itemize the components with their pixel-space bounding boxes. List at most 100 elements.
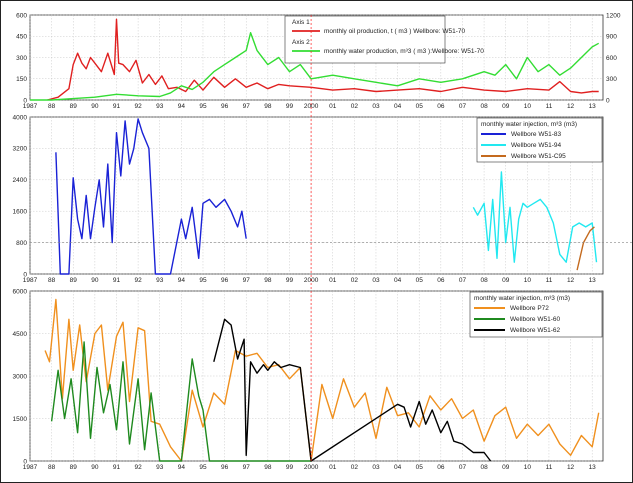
x-tick-label: 09 — [502, 103, 510, 110]
crosshair-cursor[interactable] — [30, 15, 633, 461]
x-tick-label: 1987 — [23, 277, 38, 284]
x-tick-label: 92 — [134, 103, 142, 110]
x-tick-label: 07 — [459, 277, 467, 284]
y-tick-label: 2400 — [13, 177, 28, 184]
legend-w51-83-text: Wellbore W51-83 — [511, 131, 561, 138]
x-tick-label: 91 — [113, 464, 121, 471]
y-tick-label: 800 — [16, 240, 27, 247]
legend-w51-62-text: Wellbore W51-62 — [510, 327, 560, 334]
series-line-w51_83 — [55, 118, 247, 275]
series-line-w51_94 — [472, 171, 598, 263]
y-tick-label: 4000 — [13, 114, 28, 121]
y-tick-label: 1500 — [13, 416, 28, 423]
y-tick-label: 1600 — [13, 209, 28, 216]
x-tick-label: 98 — [264, 277, 272, 284]
x-tick-label: 07 — [459, 103, 467, 110]
series-line-water_prod — [30, 32, 600, 101]
x-tick-label: 01 — [329, 464, 337, 471]
x-tick-label: 90 — [91, 464, 99, 471]
x-tick-label: 90 — [91, 103, 99, 110]
y-tick-label: 300 — [16, 55, 27, 62]
x-tick-label: 88 — [48, 277, 56, 284]
x-tick-label: 95 — [199, 103, 207, 110]
y-axis-left-top: 0 150 300 450 600 — [16, 12, 27, 104]
x-tick-label: 12 — [567, 277, 575, 284]
x-tick-label: 08 — [480, 277, 488, 284]
x-tick-label: 11 — [546, 277, 553, 284]
x-tick-label: 89 — [70, 277, 78, 284]
y-tick-label: 4500 — [13, 331, 28, 338]
x-tick-label: 02 — [351, 103, 359, 110]
x-tick-label: 08 — [480, 103, 488, 110]
x-tick-label: 13 — [589, 464, 597, 471]
x-tick-label: 02 — [351, 464, 359, 471]
y-tick-label: 0 — [23, 97, 27, 104]
x-tick-label: 1987 — [23, 103, 38, 110]
x-tick-label: 98 — [264, 464, 272, 471]
x-tick-label: 03 — [372, 277, 380, 284]
x-tick-label: 99 — [286, 103, 294, 110]
x-tick-label: 94 — [178, 464, 186, 471]
y-right-tick-label: 900 — [606, 34, 617, 41]
y-axis-bottom: 0 1500 3000 4500 6000 — [13, 288, 28, 465]
x-tick-label: 10 — [524, 277, 532, 284]
y-tick-label: 150 — [16, 76, 27, 83]
x-tick-label: 1987 — [23, 464, 38, 471]
x-tick-label: 93 — [156, 103, 164, 110]
y-axis-middle: 0 800 1600 2400 3200 4000 — [13, 114, 28, 278]
x-tick-label: 94 — [178, 103, 186, 110]
y-tick-label: 0 — [23, 458, 27, 465]
x-tick-label: 06 — [437, 103, 445, 110]
series-line-w51_60 — [50, 341, 312, 462]
x-tick-label: 89 — [70, 464, 78, 471]
x-tick-label: 99 — [286, 464, 294, 471]
x-tick-label: 06 — [437, 464, 445, 471]
y-right-tick-label: 300 — [606, 76, 617, 83]
x-tick-label: 10 — [524, 464, 532, 471]
series-lines-bottom — [44, 298, 600, 462]
y-tick-label: 450 — [16, 34, 27, 41]
x-tick-label: 05 — [416, 464, 424, 471]
x-tick-label: 94 — [178, 277, 186, 284]
legend-axis2-label: Axis 2 — [292, 39, 310, 46]
x-tick-label: 99 — [286, 277, 294, 284]
x-tick-label: 2000 — [304, 103, 319, 110]
y-right-tick-label: 1200 — [606, 12, 621, 19]
legend-oil-text: monthly oil production, t ( m3 ) Wellbor… — [324, 28, 466, 35]
x-tick-label: 95 — [199, 464, 207, 471]
x-tick-label: 92 — [134, 464, 142, 471]
grid-bottom — [29, 290, 603, 462]
x-tick-label: 96 — [221, 277, 229, 284]
x-tick-label: 13 — [589, 277, 597, 284]
x-tick-label: 07 — [459, 464, 467, 471]
x-tick-label: 88 — [48, 103, 56, 110]
legend-box-top — [284, 15, 446, 64]
x-tick-label: 06 — [437, 277, 445, 284]
x-tick-label: 03 — [372, 103, 380, 110]
x-tick-label: 97 — [243, 277, 251, 284]
x-tick-label: 89 — [70, 103, 78, 110]
y-tick-label: 0 — [23, 271, 27, 278]
legend-top: Axis 1 monthly oil production, t ( m3 ) … — [284, 15, 484, 64]
x-tick-label: 04 — [394, 464, 402, 471]
x-tick-label: 90 — [91, 277, 99, 284]
x-tick-label: 11 — [546, 103, 553, 110]
x-tick-label: 92 — [134, 277, 142, 284]
y-right-tick-label: 600 — [606, 55, 617, 62]
x-tick-label: 12 — [567, 464, 575, 471]
y-right-tick-label: 0 — [606, 97, 610, 104]
x-tick-label: 91 — [113, 277, 121, 284]
x-tick-label: 13 — [589, 103, 597, 110]
panel-middle-water-injection: 0 800 1600 2400 3200 4000 1987 88 89 90 91 92 93 94 9… — [13, 114, 604, 284]
x-tick-label: 05 — [416, 277, 424, 284]
x-tick-label: 97 — [243, 464, 251, 471]
legend-p72-text: Wellbore P72 — [510, 305, 549, 312]
x-tick-label: 04 — [394, 277, 402, 284]
legend-w51-c95-text: Wellbore W51-C95 — [511, 153, 566, 160]
y-tick-label: 3200 — [13, 146, 28, 153]
legend-box-middle — [476, 117, 603, 163]
series-line-w51_62 — [213, 318, 492, 462]
x-tick-label: 88 — [48, 464, 56, 471]
x-axis-bottom: 1987 88 89 90 91 92 93 94 95 96 97 98 99 2000 01 02 03 04… — [23, 464, 596, 471]
